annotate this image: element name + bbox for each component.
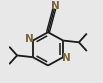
Text: N: N bbox=[25, 34, 34, 44]
Text: N: N bbox=[51, 1, 60, 11]
Text: N: N bbox=[62, 53, 71, 63]
